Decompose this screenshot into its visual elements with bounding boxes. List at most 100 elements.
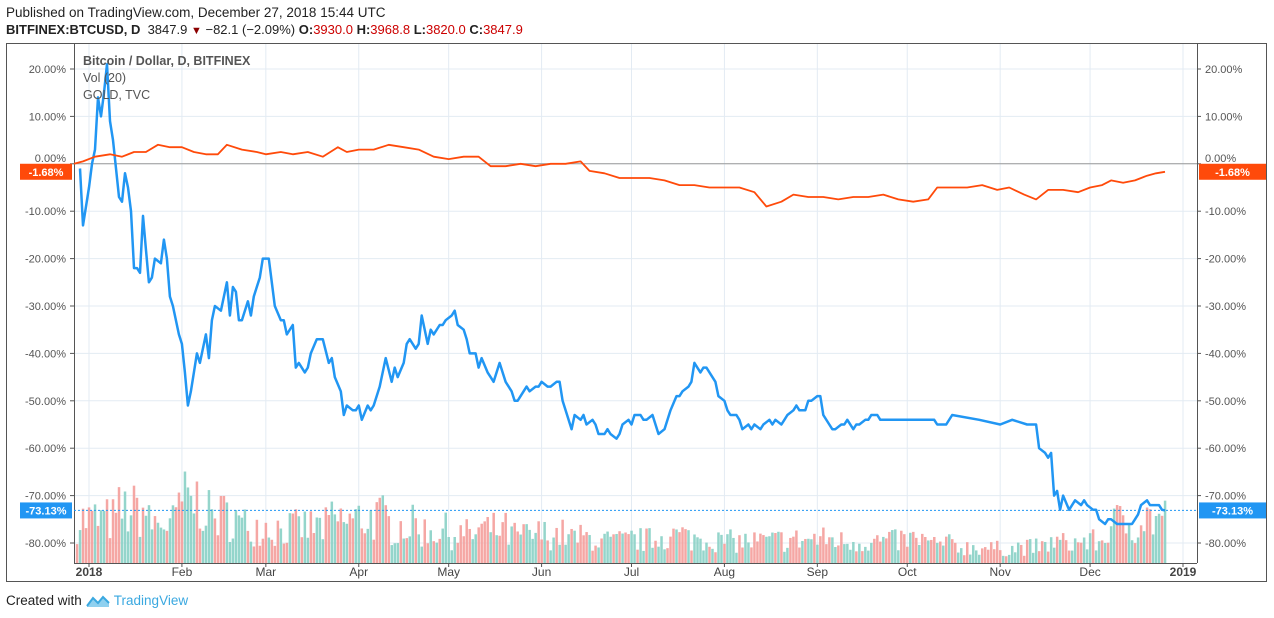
volume-bar [834,547,837,563]
volume-bar [81,508,85,563]
volume-bar [474,534,477,563]
volume-bar [1004,556,1008,563]
volume-bar [726,534,729,563]
volume-bar [1094,550,1098,563]
volume-bar [495,535,498,563]
volume-bar [561,519,564,563]
volume-bar [138,536,142,563]
gold-line [73,143,1166,208]
volume-bar [1142,531,1146,563]
volume-bar [216,535,220,563]
volume-bar [228,541,232,563]
volume-bar [702,550,705,563]
volume-bar [402,538,406,563]
volume-bar [933,537,936,563]
symbol-info: BITFINEX:BTCUSD, D 3847.9 ▼ −82.1 (−2.09… [6,22,523,37]
volume-bar [870,542,873,563]
x-tick-label: Jul [624,565,639,579]
volume-bar [120,518,124,563]
volume-bar [804,538,807,563]
volume-bar [309,511,313,563]
volume-bar [666,548,669,563]
volume-bar [948,534,951,563]
volume-bar [636,549,639,563]
down-triangle-icon: ▼ [190,25,202,37]
volume-bar [198,528,202,563]
volume-bar [510,526,513,563]
volume-bar [438,538,441,563]
volume-bar [792,536,795,563]
volume-bar [1115,505,1119,563]
volume-bar [774,533,777,563]
volume-bar [294,509,298,563]
volume-bar [986,549,990,563]
volume-bar [780,532,783,563]
volume-bar [567,534,570,563]
volume-bar [261,538,265,563]
volume-bar [162,529,166,563]
volume-bar [951,539,954,563]
volume-bar [992,549,996,563]
volume-bar [825,544,828,563]
volume-bar [564,544,567,563]
volume-bar [1085,549,1089,563]
y-tick-label-left: 20.00% [29,64,67,76]
volume-bar [741,547,744,563]
y-tick-label-left: -30.00% [25,301,66,313]
volume-bar [864,546,867,563]
volume-bar [711,548,714,563]
volume-bar [1160,515,1164,563]
volume-bar [369,510,373,563]
volume-bar [156,522,160,563]
volume-bar [957,552,960,563]
volume-bar [1118,506,1122,563]
volume-bar [429,530,432,563]
y-tick-label-left: -10.00% [25,206,66,218]
volume-bar [855,551,858,563]
volume-bar [759,533,762,563]
volume-bar [543,521,546,563]
volume-bar [1106,542,1110,563]
volume-bar [732,537,735,563]
volume-bar [879,541,882,563]
volume-bar [843,544,846,563]
volume-bar [276,520,280,563]
tradingview-link[interactable]: TradingView [113,593,189,608]
volume-bar [1148,509,1152,563]
volume-bar [738,535,741,563]
price-change: −82.1 (−2.09%) [205,22,296,37]
volume-bar [1127,524,1131,563]
volume-bar [432,541,435,563]
volume-bar [462,536,465,563]
volume-bar [285,542,289,563]
x-tick-label: Jun [532,565,551,579]
volume-bar [321,539,325,563]
volume-bar [756,541,759,563]
volume-bar [423,519,426,563]
volume-bar [1079,542,1083,563]
volume-bar [108,538,112,563]
volume-bar [558,544,561,563]
volume-bar [360,528,364,563]
volume-bar [270,539,274,563]
volume-bar [327,515,331,563]
gold-last-badge-text: -1.68% [1215,167,1250,179]
volume-bar [1025,539,1029,563]
volume-bar [135,497,139,563]
volume-bar [642,550,645,563]
volume-bar [408,536,412,563]
volume-bar [384,505,388,563]
volume-bar [594,545,597,563]
volume-bar [351,518,355,563]
volume-bar [192,513,196,563]
btc-line [78,63,1166,526]
volume-bar [132,485,136,563]
volume-bar [528,529,531,563]
volume-bar [549,550,552,563]
volume-bar [240,517,244,563]
volume-bar [114,512,118,563]
volume-bar [942,545,945,563]
volume-bar [1019,544,1023,563]
volume-bar [213,518,217,563]
